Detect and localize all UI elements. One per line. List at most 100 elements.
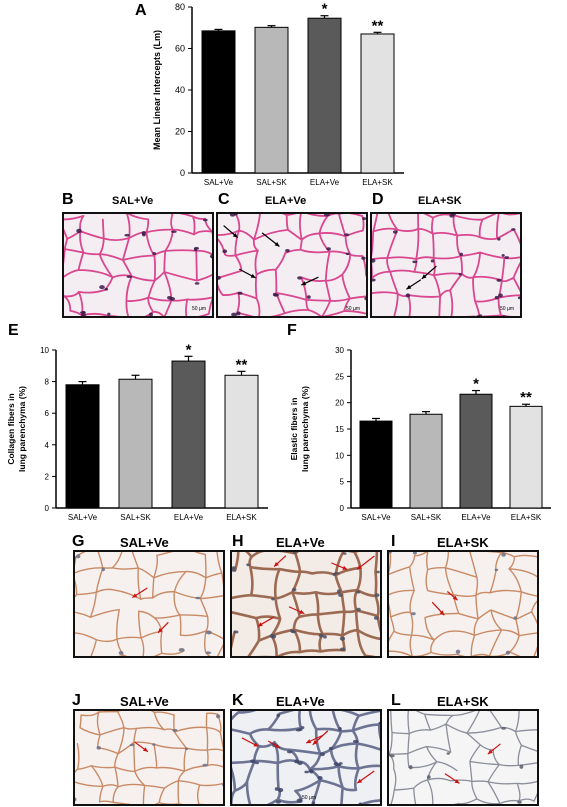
arrow-marker — [446, 591, 458, 601]
arrow-marker — [331, 562, 348, 571]
y-tick-label: 20 — [335, 399, 344, 408]
x-tick-label: SAL+Ve — [68, 513, 98, 522]
arrow-marker — [288, 606, 305, 615]
arrow-marker — [444, 773, 460, 784]
arrow-marker — [238, 268, 256, 279]
y-axis-label: lung parenchyma (%) — [300, 386, 310, 472]
panel-letter-f: F — [287, 322, 297, 339]
y-tick-label: 0 — [340, 504, 345, 513]
significance-marker: * — [473, 376, 479, 393]
micrograph-title-b: SAL+Ve — [112, 195, 154, 207]
arrow-marker — [487, 743, 501, 755]
micrograph-l — [387, 709, 539, 806]
micrograph-d: 50 µm — [370, 212, 522, 318]
panel-letter-l: L — [391, 692, 401, 709]
y-tick-label: 8 — [45, 378, 50, 387]
arrow-marker — [356, 555, 375, 570]
ihc-lung-image — [232, 711, 380, 804]
y-tick-label: 15 — [335, 425, 344, 434]
y-axis-label: lung parenchyma (%) — [17, 386, 27, 472]
x-tick-label: ELA+Ve — [310, 178, 340, 187]
bar-ela-sk — [224, 374, 259, 509]
micrograph-title-g: SAL+Ve — [120, 535, 169, 550]
ihc-lung-image — [389, 552, 537, 656]
significance-marker: * — [322, 1, 328, 18]
y-tick-label: 80 — [175, 2, 185, 12]
panel-letter-e: E — [8, 322, 19, 339]
arrow-marker — [241, 737, 259, 748]
ihc-lung-image — [232, 552, 380, 656]
arrow-marker — [273, 555, 287, 568]
ihc-lung-image — [389, 711, 537, 804]
y-axis-label: Elastic fibers in — [289, 398, 299, 461]
x-tick-label: ELA+Ve — [174, 513, 204, 522]
scale-bar-label: 50 µm — [302, 795, 316, 801]
y-tick-label: 0 — [180, 168, 185, 178]
significance-marker: ** — [520, 389, 532, 406]
micrograph-title-j: SAL+Ve — [120, 694, 169, 709]
x-tick-label: SAL+Ve — [204, 178, 234, 187]
ihc-lung-image — [75, 711, 223, 804]
significance-marker: * — [186, 341, 192, 358]
micrograph-k: 50 µm — [230, 709, 382, 806]
arrow-marker — [421, 265, 437, 280]
scale-bar-label: 50 µm — [346, 306, 360, 312]
panel-letter-i: I — [391, 533, 396, 550]
micrograph-i — [387, 550, 539, 658]
y-tick-label: 2 — [45, 472, 50, 481]
arrow-marker — [134, 741, 149, 753]
he-stained-lung-image — [64, 214, 212, 316]
panel-letter-k: K — [232, 692, 244, 709]
micrograph-title-i: ELA+SK — [437, 535, 489, 550]
micrograph-c: 50 µm — [216, 212, 368, 318]
y-tick-label: 5 — [340, 478, 345, 487]
bar-sal-ve — [359, 420, 393, 509]
arrow-marker — [431, 601, 445, 616]
bar-sal-sk — [118, 378, 153, 509]
panel-letter-g: G — [72, 533, 85, 550]
y-tick-label: 20 — [175, 127, 185, 137]
x-tick-label: SAL+SK — [411, 513, 442, 522]
chart-f-elastic-fibers: 0 5 10 15 20 25 30 Elastic fibers in lung parenc… — [289, 346, 551, 522]
x-tick-label: ELA+SK — [511, 513, 542, 522]
x-tick-label: ELA+Ve — [461, 513, 491, 522]
arrow-marker — [223, 225, 239, 239]
x-tick-label: SAL+Ve — [361, 513, 391, 522]
panel-letter-a: A — [135, 2, 147, 19]
ihc-lung-image — [75, 552, 223, 656]
panel-letter-j: J — [72, 692, 81, 709]
micrograph-j — [73, 709, 225, 806]
micrograph-g — [73, 550, 225, 658]
bar-ela-ve — [459, 393, 493, 509]
bar-ela-ve — [171, 360, 206, 509]
y-axis-label: Collagen fibers in — [6, 393, 16, 464]
y-tick-label: 25 — [335, 372, 344, 381]
bar-sal-ve — [65, 384, 100, 509]
micrograph-title-d: ELA+SK — [418, 195, 462, 207]
y-tick-label: 10 — [40, 346, 49, 355]
bar-ela-sk — [509, 405, 543, 509]
panel-letter-b: B — [62, 191, 74, 208]
bar-sal-sk — [409, 413, 443, 509]
arrow-marker — [406, 279, 422, 290]
bar-sal-ve — [201, 30, 236, 174]
x-tick-label: SAL+SK — [256, 178, 287, 187]
he-stained-lung-image — [372, 214, 520, 316]
y-axis-label: Mean Linear Intercepts (Lm) — [152, 30, 162, 150]
arrow-marker — [257, 616, 275, 627]
chart-a-mean-linear-intercepts: 0 20 40 60 80 Mean Linear Intercepts (Lm) SAL+… — [152, 1, 404, 187]
arrow-marker — [157, 621, 169, 634]
micrograph-title-k: ELA+Ve — [276, 694, 325, 709]
he-stained-lung-image — [218, 214, 366, 316]
bar-ela-ve — [307, 17, 342, 174]
x-tick-label: ELA+SK — [226, 513, 257, 522]
panel-letter-d: D — [372, 191, 384, 208]
panel-letter-c: C — [218, 191, 230, 208]
arrow-marker — [261, 232, 280, 247]
arrow-marker — [131, 587, 148, 599]
bar-sal-sk — [254, 26, 289, 174]
y-tick-label: 60 — [175, 44, 185, 54]
micrograph-title-l: ELA+SK — [437, 694, 489, 709]
significance-marker: ** — [372, 17, 384, 34]
y-tick-label: 6 — [45, 409, 50, 418]
